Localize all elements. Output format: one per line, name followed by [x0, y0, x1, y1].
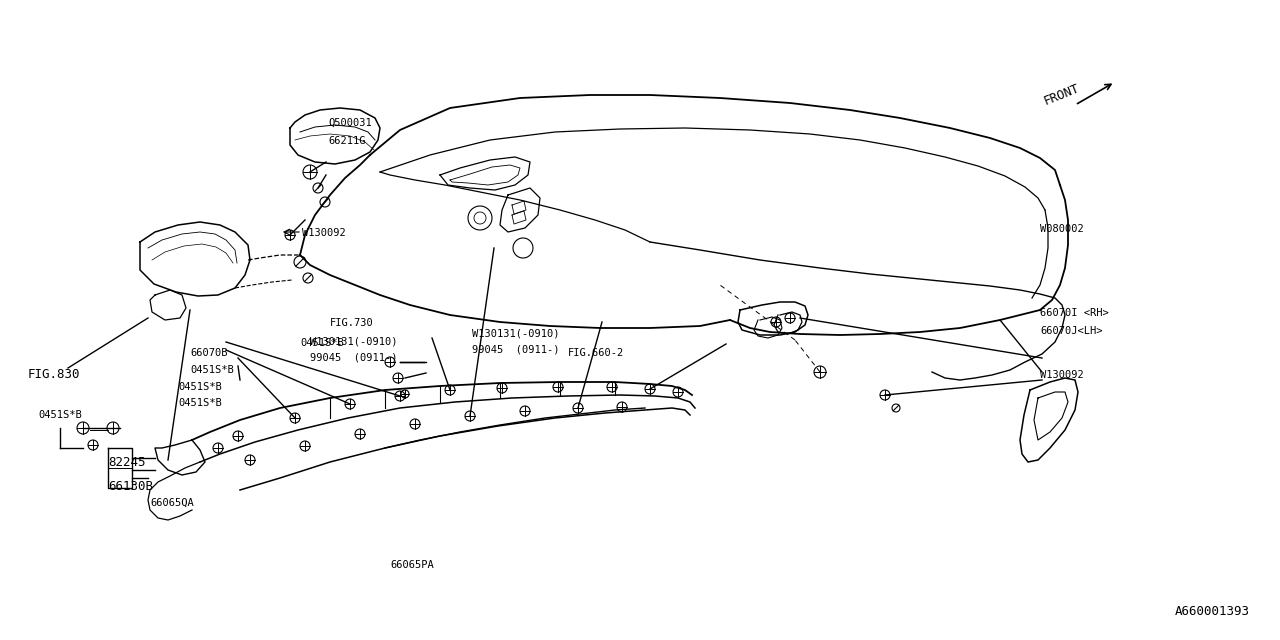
- Text: 99045  (0911-): 99045 (0911-): [310, 352, 398, 362]
- Text: FIG.830: FIG.830: [28, 368, 81, 381]
- Text: 66130B: 66130B: [108, 480, 154, 493]
- Text: 66065QA: 66065QA: [150, 498, 193, 508]
- Text: W080002: W080002: [1039, 224, 1084, 234]
- Text: W130131(-0910): W130131(-0910): [472, 328, 559, 338]
- Text: 82245: 82245: [108, 456, 146, 469]
- Text: 66070I <RH>: 66070I <RH>: [1039, 308, 1108, 318]
- Text: 0451S*B: 0451S*B: [300, 338, 344, 348]
- Text: W130131(-0910): W130131(-0910): [310, 336, 398, 346]
- Text: A660001393: A660001393: [1175, 605, 1251, 618]
- Text: 0451S*B: 0451S*B: [178, 382, 221, 392]
- Text: Q500031: Q500031: [328, 118, 371, 128]
- Text: FIG.730: FIG.730: [330, 318, 374, 328]
- Text: 66070B: 66070B: [189, 348, 228, 358]
- Text: 66211G: 66211G: [328, 136, 366, 146]
- Text: FRONT: FRONT: [1042, 82, 1082, 108]
- Text: W130092: W130092: [302, 228, 346, 238]
- Text: 99045  (0911-): 99045 (0911-): [472, 344, 559, 354]
- Text: 66070J<LH>: 66070J<LH>: [1039, 326, 1102, 336]
- Text: 0451S*B: 0451S*B: [178, 398, 221, 408]
- Text: 0451S*B: 0451S*B: [189, 365, 234, 375]
- Text: FIG.660-2: FIG.660-2: [568, 348, 625, 358]
- Text: 0451S*B: 0451S*B: [38, 410, 82, 420]
- Text: 66065PA: 66065PA: [390, 560, 434, 570]
- Text: W130092: W130092: [1039, 370, 1084, 380]
